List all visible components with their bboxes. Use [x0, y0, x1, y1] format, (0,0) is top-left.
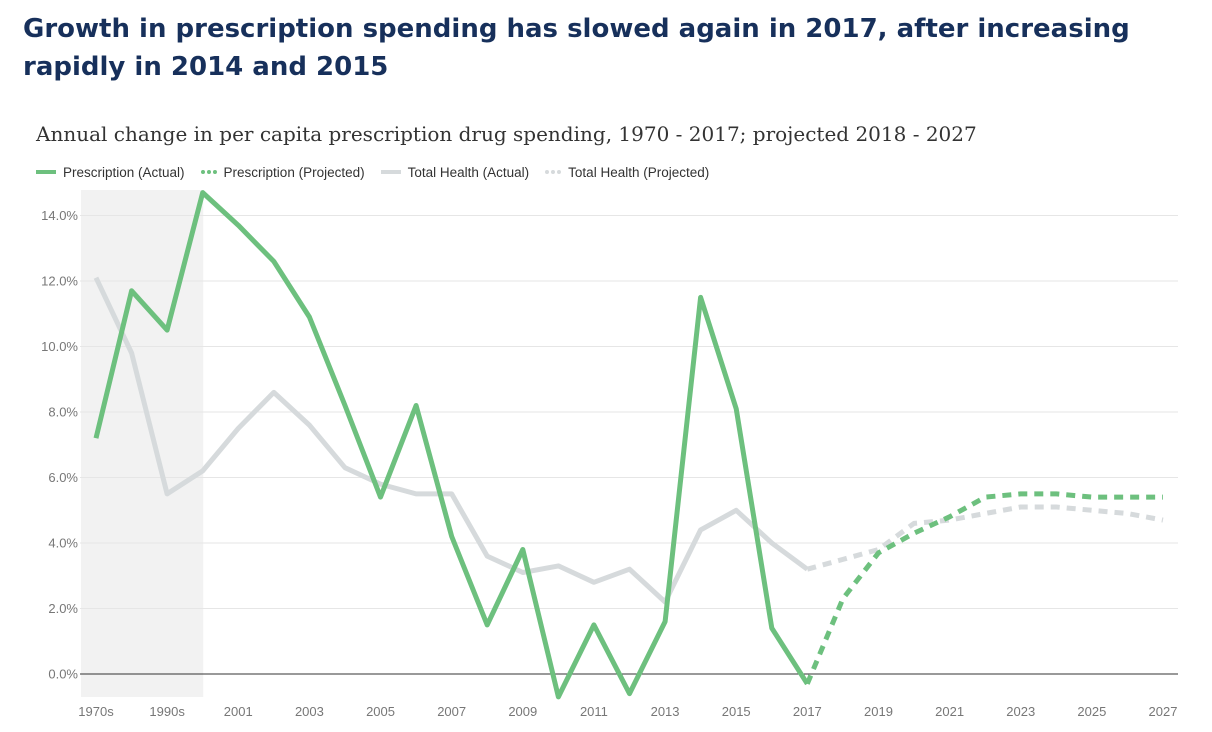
y-tick-label: 0.0%	[48, 667, 78, 682]
x-tick-label: 2001	[224, 704, 253, 719]
x-tick-label: 2021	[935, 704, 964, 719]
x-tick-label: 2015	[722, 704, 751, 719]
x-tick-label: 1990s	[149, 704, 185, 719]
x-tick-label: 1970s	[78, 704, 114, 719]
y-tick-label: 2.0%	[48, 601, 78, 616]
y-tick-label: 14.0%	[41, 208, 78, 223]
x-tick-label: 2023	[1006, 704, 1035, 719]
x-tick-label: 2019	[864, 704, 893, 719]
y-tick-label: 4.0%	[48, 536, 78, 551]
series-line-prescription-actual	[93, 190, 810, 700]
legend-item-prescription-actual: Prescription (Actual)	[36, 165, 185, 180]
x-tick-label: 2005	[366, 704, 395, 719]
series-line-total-health-projected	[806, 504, 1164, 572]
y-tick-label: 10.0%	[41, 339, 78, 354]
chart-headline: Growth in prescription spending has slow…	[23, 14, 1130, 82]
legend-item-prescription-projected: Prescription (Projected)	[200, 164, 365, 180]
x-tick-label: 2027	[1149, 704, 1178, 719]
x-tick-label: 2011	[580, 704, 608, 719]
y-tick-label: 8.0%	[48, 405, 78, 420]
legend-swatch-total-health-actual	[380, 170, 401, 174]
series-line-prescription-projected	[804, 491, 1163, 685]
x-tick-label: 2003	[295, 704, 324, 719]
x-tick-label: 2009	[508, 704, 537, 719]
legend-swatch-prescription-projected	[200, 170, 217, 174]
legend-swatch-total-health-projected	[545, 170, 562, 174]
chart-subtitle: Annual change in per capita prescription…	[36, 122, 977, 146]
legend-label-prescription-actual: Prescription (Actual)	[63, 164, 185, 180]
legend-label-prescription-projected: Prescription (Projected)	[223, 164, 365, 180]
legend-item-total-health-actual: Total Health (Actual)	[380, 164, 530, 180]
legend-label-total-health-actual: Total Health (Actual)	[407, 164, 530, 180]
series-line-total-health-actual	[93, 276, 809, 605]
legend-swatch-prescription-actual	[36, 170, 56, 174]
legend-item-total-health-projected: Total Health (Projected)	[545, 165, 709, 180]
x-tick-label: 2025	[1077, 704, 1106, 719]
chart-legend: Prescription (Actual) Prescription (Proj…	[36, 162, 725, 182]
x-tick-label: 2017	[793, 704, 822, 719]
y-tick-label: 6.0%	[48, 470, 78, 485]
x-tick-label: 2013	[651, 704, 680, 719]
legend-label-total-health-projected: Total Health (Projected)	[568, 164, 710, 180]
x-tick-label: 2007	[437, 704, 466, 719]
y-tick-label: 12.0%	[41, 274, 78, 289]
